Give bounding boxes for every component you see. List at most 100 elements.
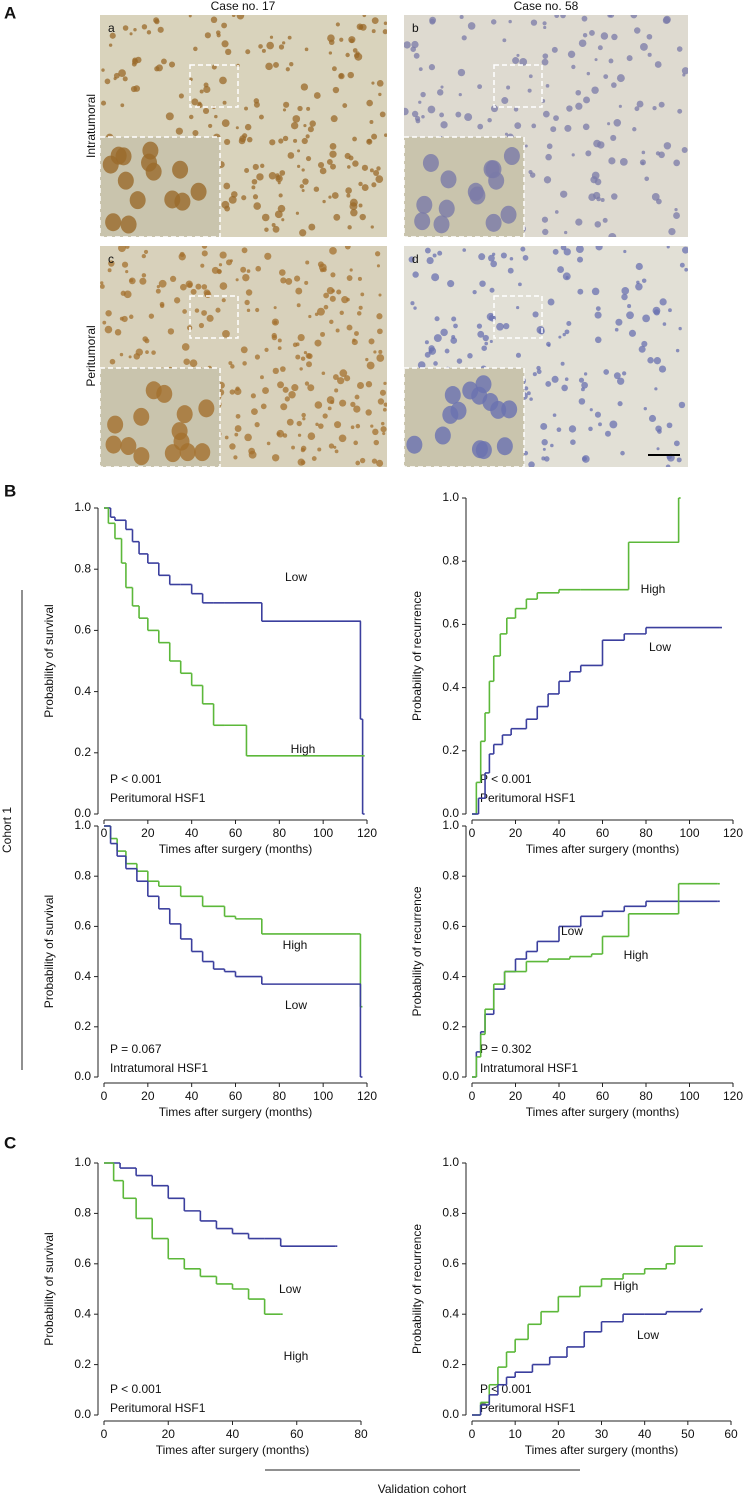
nucleus	[376, 313, 383, 320]
nucleus	[676, 46, 683, 52]
nucleus	[121, 261, 129, 268]
nucleus	[245, 289, 253, 296]
nucleus	[635, 282, 643, 291]
nucleus	[421, 114, 425, 119]
inset-nucleus	[488, 171, 505, 190]
nucleus	[353, 405, 361, 413]
nucleus	[404, 107, 409, 116]
nucleus	[132, 57, 138, 63]
nucleus	[420, 91, 426, 98]
nucleus	[306, 361, 312, 368]
inset-nucleus	[120, 215, 137, 234]
nucleus	[221, 22, 228, 29]
column-label: Case no. 58	[514, 0, 579, 13]
nucleus	[187, 282, 193, 288]
image-label: a	[108, 21, 115, 35]
nucleus	[344, 375, 351, 382]
nucleus	[355, 423, 361, 429]
nucleus	[501, 97, 509, 105]
nucleus	[296, 303, 301, 308]
nucleus	[191, 98, 199, 106]
nucleus	[244, 433, 252, 442]
nucleus	[295, 354, 301, 360]
nucleus	[589, 408, 593, 412]
nucleus	[272, 225, 280, 233]
x-tick-label: 0	[469, 1427, 476, 1441]
inset-nucleus	[440, 170, 457, 189]
nucleus	[557, 266, 565, 273]
nucleus	[598, 422, 602, 427]
nucleus	[313, 186, 320, 192]
nucleus	[359, 213, 366, 221]
nucleus	[653, 357, 662, 365]
inset-nucleus	[174, 192, 191, 211]
nucleus	[628, 329, 637, 337]
nucleus	[615, 318, 623, 326]
nucleus	[287, 152, 295, 159]
nucleus	[630, 15, 638, 19]
nucleus	[299, 184, 305, 189]
nucleus	[141, 24, 148, 30]
nucleus	[244, 299, 250, 306]
zoom-box	[493, 64, 543, 108]
nucleus	[266, 441, 271, 446]
x-tick-label: 100	[679, 1089, 699, 1103]
nucleus	[383, 381, 387, 386]
x-tick-label: 80	[639, 1089, 653, 1103]
nucleus	[201, 246, 208, 249]
nucleus	[241, 247, 248, 254]
nucleus	[215, 307, 221, 313]
nucleus	[568, 425, 577, 433]
y-tick-label: 0.2	[74, 745, 91, 759]
nucleus	[591, 86, 599, 94]
nucleus	[282, 386, 289, 393]
nucleus	[635, 262, 643, 271]
nucleus	[551, 375, 559, 383]
nucleus	[273, 320, 278, 325]
nucleus	[603, 74, 609, 79]
nucleus	[292, 342, 298, 348]
nucleus	[530, 19, 538, 26]
nucleus	[372, 428, 379, 436]
inset-nucleus	[198, 399, 215, 418]
inset-nucleus	[194, 443, 211, 462]
zoom-box	[493, 295, 543, 339]
nucleus	[311, 456, 317, 461]
nucleus	[575, 218, 583, 226]
x-axis-label: Times after surgery (months)	[526, 1105, 680, 1119]
nucleus	[352, 136, 357, 142]
nucleus	[251, 408, 258, 416]
nucleus	[118, 69, 126, 78]
nucleus	[665, 464, 671, 467]
nucleus	[225, 48, 232, 56]
nucleus	[210, 16, 218, 24]
nucleus	[261, 213, 270, 222]
nucleus	[104, 325, 113, 334]
x-tick-label: 80	[273, 826, 287, 840]
nucleus	[575, 89, 582, 96]
nucleus	[314, 401, 323, 409]
nucleus	[313, 92, 321, 99]
nucleus	[560, 15, 566, 19]
series-label: High	[624, 948, 649, 962]
nucleus	[122, 76, 128, 82]
annotation: P < 0.001	[480, 772, 532, 786]
nucleus	[679, 262, 685, 268]
x-axis-label: Times after surgery (months)	[156, 1443, 310, 1457]
nucleus	[195, 283, 202, 290]
x-tick-label: 0	[101, 1427, 108, 1441]
nucleus	[484, 341, 489, 346]
nucleus	[595, 246, 603, 251]
inset-nucleus	[117, 171, 134, 190]
nucleus	[536, 369, 542, 375]
nucleus	[684, 267, 688, 272]
nucleus	[472, 290, 477, 295]
nucleus	[476, 323, 483, 329]
nucleus	[252, 163, 259, 171]
nucleus	[302, 178, 309, 185]
nucleus	[657, 429, 662, 434]
micrograph: a	[100, 15, 387, 237]
nucleus	[309, 120, 316, 127]
nucleus	[161, 58, 167, 65]
nucleus	[563, 248, 571, 256]
